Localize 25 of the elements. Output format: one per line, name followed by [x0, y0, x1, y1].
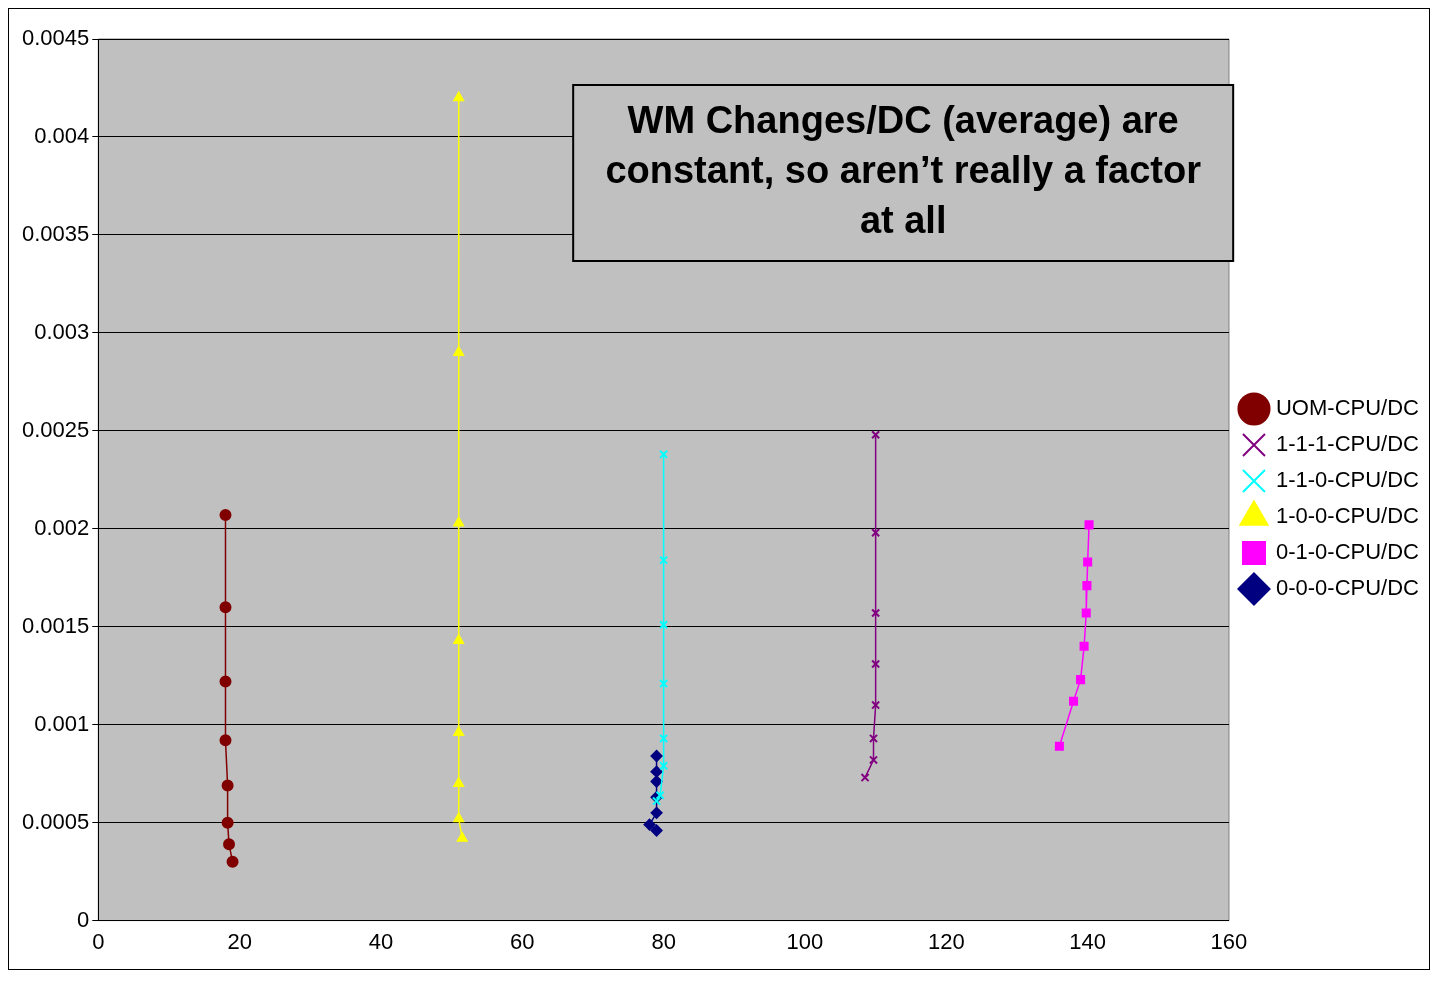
y-tick-label: 0.0025: [21, 416, 90, 442]
x-tick-label: 140: [1069, 928, 1106, 954]
annotation: WM Changes/DC (average) are constant, so aren’t really a factor at all: [605, 99, 1202, 242]
legend-label: 1-1-1-CPU/DC: [1275, 431, 1420, 457]
x-tick-label: 40: [368, 928, 394, 954]
y-tick-label: 0: [77, 906, 90, 932]
y-tick-label: 0.0045: [21, 25, 90, 51]
x-tick-label: 60: [510, 928, 535, 954]
x-tick-label: 160: [1210, 928, 1248, 954]
y-tick-label: 0.004: [34, 123, 90, 149]
x-tick-label: 80: [651, 928, 676, 954]
y-tick-label: 0.0015: [21, 612, 90, 638]
legend-label: 1-1-0-CPU/DC: [1275, 467, 1420, 493]
legend-label: 1-0-0-CPU/DC: [1275, 503, 1420, 529]
y-tick-label: 0.002: [34, 514, 90, 540]
x-tick-label: 120: [927, 928, 965, 954]
legend-label: UOM-CPU/DC: [1275, 395, 1420, 421]
legend-label: 0-0-0-CPU/DC: [1275, 575, 1420, 601]
x-tick-label: 20: [227, 928, 252, 954]
legend-label: 0-1-0-CPU/DC: [1275, 539, 1420, 565]
x-tick-label: 100: [786, 928, 824, 954]
y-tick-label: 0.003: [34, 318, 90, 344]
y-tick-label: 0.0005: [21, 808, 90, 834]
y-tick-label: 0.0035: [21, 220, 90, 246]
y-tick-label: 0.001: [34, 710, 90, 736]
